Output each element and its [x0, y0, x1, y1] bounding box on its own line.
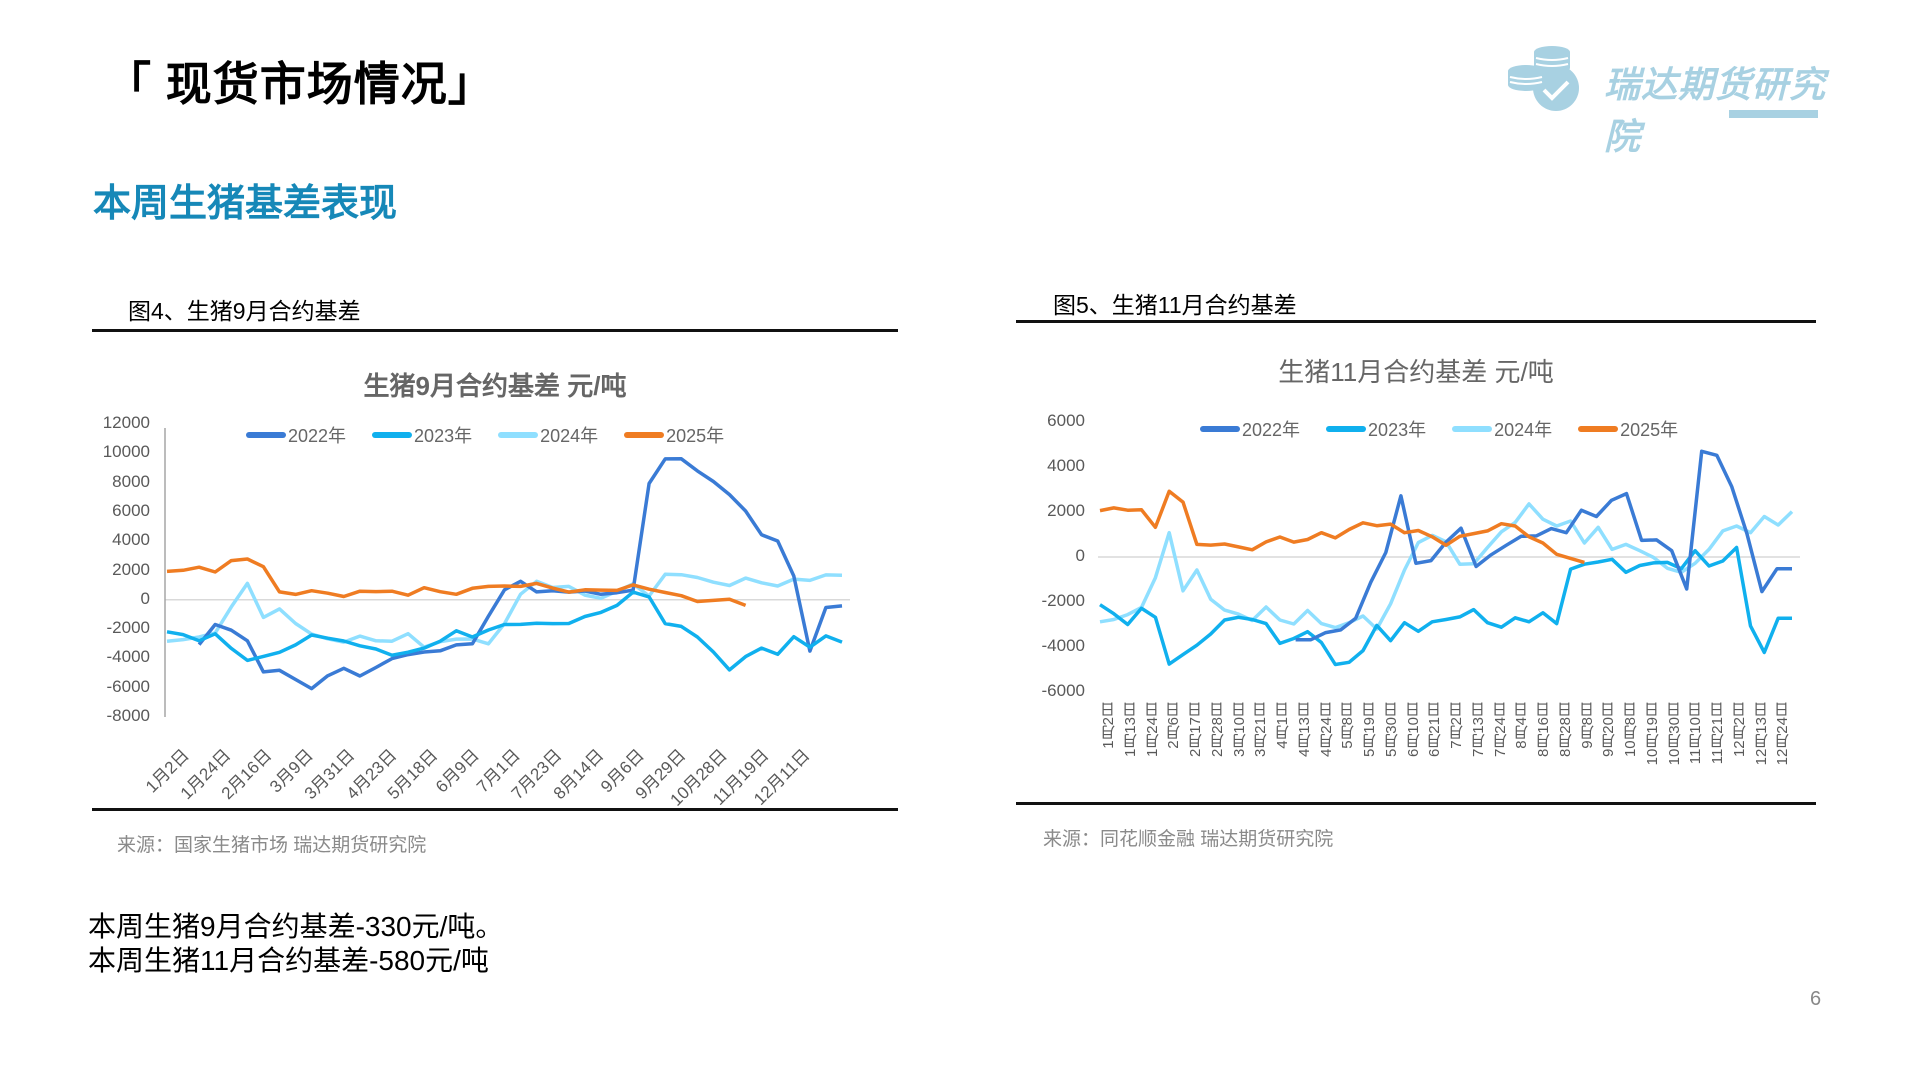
x-tick-label: 12月2日 [1730, 702, 1748, 758]
x-tick-label: 2月17日 [1187, 702, 1204, 758]
logo-text: 瑞达期货研究院 [1604, 64, 1827, 157]
y-tick-label: -8000 [106, 706, 150, 725]
series-line-2025 [166, 557, 747, 608]
y-tick-label: 8000 [112, 471, 150, 491]
x-tick-label: 6月10日 [1404, 702, 1422, 758]
x-tick-label: 3月10日 [1230, 702, 1248, 758]
y-tick-label: 10000 [102, 442, 150, 462]
legend-item-2023: 2023年 [372, 422, 472, 448]
figure-4-source: 来源：国家生猪市场 瑞达期货研究院 [117, 835, 427, 856]
x-tick-label: 9月8日 [1578, 702, 1596, 749]
y-tick-label: 4000 [112, 530, 150, 550]
x-tick-label: 5月8日 [1339, 702, 1357, 749]
y-tick-label: -6000 [106, 676, 150, 696]
series-line-2023 [166, 590, 843, 672]
x-tick-label: 5月19日 [1361, 702, 1378, 758]
x-tick-label: 7月13日 [1469, 702, 1487, 758]
page-title: 「 现货市场情况」 [105, 58, 495, 110]
legend-item-2025: 2025年 [1578, 416, 1678, 442]
x-tick-label: 8月4日 [1513, 702, 1531, 749]
x-tick-label: 1月13日 [1121, 702, 1139, 758]
legend-item-2024: 2024年 [1452, 416, 1552, 442]
figure-4-bottom-rule [92, 808, 898, 811]
x-tick-label: 12月24日 [1774, 702, 1792, 766]
summary-line-sep-contract: 本周生猪9月合约基差-330元/吨。 [88, 911, 504, 942]
section-title: 本周生猪基差表现 [93, 183, 398, 225]
x-tick-label: 9月20日 [1600, 702, 1618, 758]
y-tick-label: 12000 [102, 413, 150, 432]
x-tick-label: 2月6日 [1165, 702, 1183, 749]
y-tick-label: -2000 [106, 618, 150, 638]
series-line-2022 [197, 457, 843, 691]
logo: 瑞达期货研究院 [1500, 38, 1840, 157]
x-tick-label: 6月21日 [1426, 702, 1444, 758]
x-tick-label: 10月19日 [1643, 702, 1661, 766]
y-tick-label: -2000 [1041, 591, 1085, 610]
y-tick-label: -4000 [106, 647, 150, 667]
x-tick-label: 10月8日 [1622, 702, 1639, 758]
x-tick-label: 5月30日 [1382, 702, 1400, 758]
legend-item-2023: 2023年 [1326, 416, 1426, 442]
y-tick-label: -4000 [1041, 636, 1085, 655]
logo-underline [1729, 110, 1818, 118]
x-tick-label: 7月24日 [1491, 702, 1509, 758]
page-number: 6 [1810, 988, 1822, 1010]
series-line-2025 [1099, 489, 1585, 565]
series-line-2022 [1295, 449, 1792, 642]
chart-2-legend: 2022年 2023年 2024年 2025年 [1200, 416, 1678, 442]
figure-4-top-rule [92, 329, 898, 332]
x-tick-label: 1月2日 [1100, 702, 1117, 749]
x-tick-label: 12月13日 [1752, 702, 1770, 766]
y-tick-label: 6000 [112, 500, 150, 520]
chart-1-title: 生猪9月合约基差 元/吨 [363, 371, 627, 401]
chart-1-legend: 2022年 2023年 2024年 2025年 [246, 422, 724, 448]
figure-5-source: 来源：同花顺金融 瑞达期货研究院 [1043, 829, 1334, 850]
chart-2-title: 生猪11月合约基差 元/吨 [1278, 357, 1554, 387]
y-tick-label: 6000 [1047, 411, 1085, 430]
legend-item-2025: 2025年 [624, 422, 724, 448]
legend-item-2024: 2024年 [498, 422, 598, 448]
x-tick-label: 2月28日 [1208, 702, 1226, 758]
y-tick-label: 0 [1075, 546, 1085, 565]
x-tick-label: 4月24日 [1317, 702, 1335, 758]
summary-text: 本周生猪9月合约基差-330元/吨。 本周生猪11月合约基差-580元/吨 [88, 910, 503, 978]
figure-5-caption: 图5、生猪11月合约基差 [1053, 292, 1297, 318]
x-tick-label: 11月10日 [1687, 702, 1705, 765]
y-tick-label: -6000 [1041, 681, 1085, 700]
y-tick-label: 0 [140, 588, 150, 608]
legend-item-2022: 2022年 [1200, 416, 1300, 442]
x-tick-label: 1月24日 [1143, 702, 1161, 758]
coins-check-icon [1508, 46, 1579, 111]
x-tick-label: 8月28日 [1556, 702, 1574, 758]
figure-5-top-rule [1016, 320, 1816, 323]
figure-4-caption: 图4、生猪9月合约基差 [128, 298, 361, 324]
y-tick-label: 2000 [1047, 501, 1085, 520]
x-tick-label: 8月16日 [1535, 702, 1552, 758]
x-tick-label: 4月1日 [1274, 702, 1291, 749]
figure-5-bottom-rule [1016, 802, 1816, 805]
summary-line-nov-contract: 本周生猪11月合约基差-580元/吨 [88, 945, 489, 976]
x-tick-label: 4月13日 [1295, 702, 1313, 758]
y-tick-label: 4000 [1047, 456, 1085, 475]
x-tick-label: 10月30日 [1665, 702, 1683, 766]
x-tick-label: 3月21日 [1252, 702, 1270, 758]
legend-item-2022: 2022年 [246, 422, 346, 448]
y-tick-label: 2000 [112, 559, 150, 579]
x-tick-label: 7月2日 [1448, 702, 1465, 749]
x-tick-label: 11月21日 [1709, 702, 1726, 765]
